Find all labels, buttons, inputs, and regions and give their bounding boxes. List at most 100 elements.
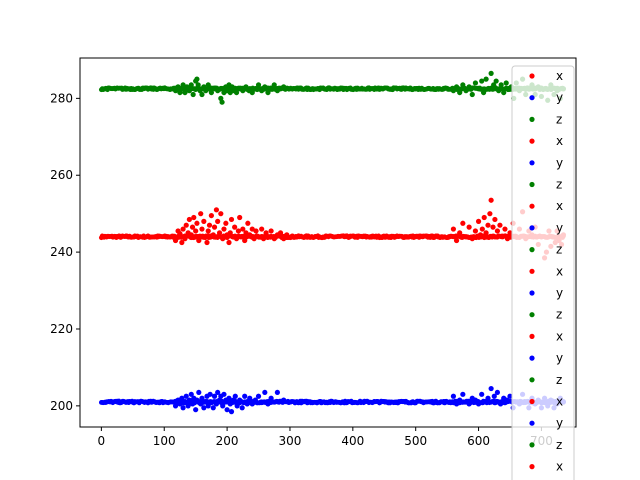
data-point [198, 401, 204, 407]
data-point [463, 88, 469, 94]
data-point [255, 393, 262, 399]
x-tick-label: 0 [98, 434, 106, 448]
plot-frame [79, 57, 577, 428]
plot-area [98, 70, 567, 415]
data-point [477, 232, 484, 238]
y-tick-label: 240 [50, 245, 73, 259]
data-point [507, 393, 513, 399]
data-point [494, 389, 501, 396]
data-point [210, 405, 216, 411]
data-point [493, 78, 499, 84]
data-point [271, 236, 277, 242]
data-point [182, 89, 188, 96]
data-point [193, 407, 199, 413]
data-point [469, 91, 475, 98]
data-point [194, 76, 200, 82]
data-point [247, 232, 253, 238]
series-0 [98, 197, 567, 261]
y-axis: 200 220 240 260 280 [50, 91, 80, 413]
data-point [453, 401, 460, 407]
data-point [177, 231, 183, 237]
data-point [255, 82, 262, 88]
data-point [457, 89, 463, 96]
data-point [221, 226, 227, 232]
legend-marker [529, 160, 535, 166]
data-point [504, 397, 510, 403]
data-point [475, 218, 482, 224]
data-point [262, 84, 268, 90]
legend-label: y [556, 351, 563, 365]
data-point [259, 399, 265, 405]
data-point [177, 401, 183, 407]
data-point [228, 409, 235, 415]
legend-label: y [556, 156, 563, 170]
data-point [183, 222, 189, 228]
data-point [226, 395, 232, 401]
data-point [215, 389, 221, 396]
data-point [206, 222, 213, 228]
data-point [220, 403, 226, 409]
data-point [190, 91, 196, 98]
data-point [215, 218, 221, 224]
legend-marker [529, 247, 535, 253]
data-point [487, 211, 493, 217]
legend-marker [529, 442, 535, 448]
data-point [194, 220, 200, 226]
data-point [472, 228, 479, 234]
legend-label: x [556, 395, 563, 409]
data-point [198, 211, 204, 217]
data-point [226, 239, 232, 246]
data-point [202, 399, 208, 405]
legend-label: y [556, 91, 563, 105]
data-point [201, 405, 207, 411]
data-point [235, 228, 242, 234]
data-point [203, 88, 209, 94]
data-point [466, 401, 472, 407]
series-1 [98, 385, 567, 415]
legend-marker [529, 203, 535, 209]
data-point [186, 397, 192, 403]
data-point [230, 397, 236, 403]
data-point [268, 228, 274, 234]
x-tick-label: 500 [404, 434, 427, 448]
legend-label: y [556, 286, 563, 300]
legend-label: z [556, 112, 562, 126]
legend-marker [529, 268, 535, 274]
data-point [233, 236, 240, 242]
data-point [265, 401, 271, 407]
data-point [259, 226, 265, 232]
data-point [233, 89, 240, 96]
data-point [237, 397, 243, 403]
data-point [259, 88, 265, 94]
data-point [191, 214, 197, 221]
data-point [260, 236, 267, 242]
data-point [224, 407, 230, 413]
data-point [218, 211, 224, 217]
data-point [450, 88, 457, 94]
data-point [453, 84, 460, 90]
data-point [189, 401, 196, 407]
legend-marker [529, 95, 535, 101]
data-point [475, 86, 482, 92]
legend-label: x [556, 264, 563, 278]
legend-label: x [556, 329, 563, 343]
data-point [460, 391, 466, 397]
legend-marker [529, 73, 535, 79]
data-point [497, 222, 503, 228]
data-point [252, 397, 258, 403]
data-point [201, 84, 207, 90]
data-point [491, 82, 497, 88]
data-point [172, 237, 179, 244]
legend-marker [529, 420, 535, 426]
data-point [210, 232, 216, 238]
data-point [480, 89, 487, 96]
legend-marker [529, 464, 535, 470]
data-point [453, 237, 460, 244]
data-point [196, 237, 202, 244]
data-point [188, 391, 194, 397]
legend-label: z [556, 438, 562, 452]
data-point [242, 393, 248, 399]
data-point [208, 212, 214, 219]
data-point [479, 78, 485, 84]
data-point [172, 88, 179, 94]
